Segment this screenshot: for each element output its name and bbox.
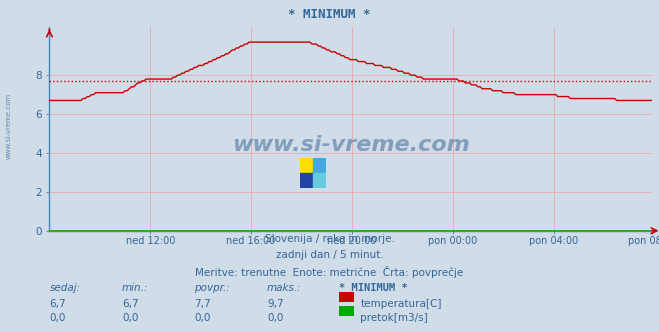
Bar [300,173,313,188]
Text: zadnji dan / 5 minut.: zadnji dan / 5 minut. [275,250,384,260]
Bar [300,158,313,173]
Text: 0,0: 0,0 [122,313,138,323]
Text: 6,7: 6,7 [122,299,138,309]
Text: min.:: min.: [122,283,148,293]
Text: 0,0: 0,0 [49,313,66,323]
Text: 9,7: 9,7 [267,299,283,309]
Text: sedaj:: sedaj: [49,283,80,293]
Text: Meritve: trenutne  Enote: metrične  Črta: povprečje: Meritve: trenutne Enote: metrične Črta: … [195,266,464,278]
Text: temperatura[C]: temperatura[C] [360,299,442,309]
Text: * MINIMUM *: * MINIMUM * [288,8,371,21]
Text: pretok[m3/s]: pretok[m3/s] [360,313,428,323]
Text: 6,7: 6,7 [49,299,66,309]
Text: 0,0: 0,0 [267,313,283,323]
Text: 0,0: 0,0 [194,313,211,323]
Bar [313,158,326,173]
Text: Slovenija / reke in morje.: Slovenija / reke in morje. [264,234,395,244]
Text: maks.:: maks.: [267,283,302,293]
Text: www.si-vreme.com: www.si-vreme.com [5,93,11,159]
Text: * MINIMUM *: * MINIMUM * [339,283,408,293]
Bar [313,173,326,188]
Text: 7,7: 7,7 [194,299,211,309]
Text: povpr.:: povpr.: [194,283,230,293]
Text: www.si-vreme.com: www.si-vreme.com [232,135,470,155]
